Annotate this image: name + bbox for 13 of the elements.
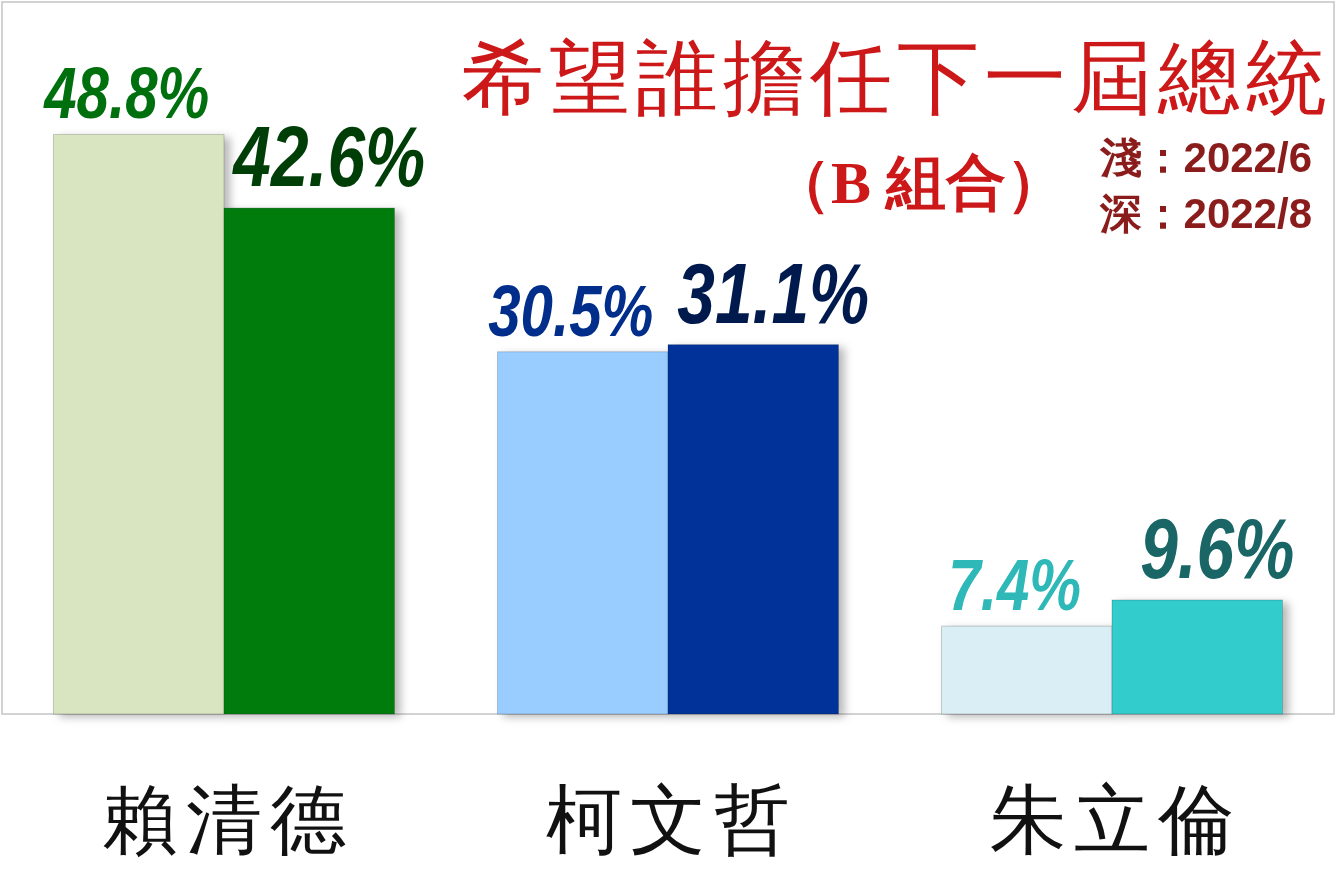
- subtitle: （B 組合）: [770, 150, 1066, 216]
- annotation: 淺：2022/6: [1099, 134, 1312, 181]
- x-tick-label: 柯文哲: [546, 778, 798, 862]
- data-label: 31.1%: [677, 245, 870, 341]
- data-label: 9.6%: [1140, 500, 1295, 596]
- title: 希望誰擔任下一屆總統: [462, 33, 1332, 124]
- annotation: 深：2022/8: [1099, 190, 1312, 237]
- data-label: 48.8%: [44, 52, 210, 134]
- data-label: 42.6%: [233, 108, 426, 204]
- data-label: 30.5%: [488, 269, 654, 352]
- data-label: 7.4%: [948, 543, 1082, 626]
- x-tick-label: 賴清德: [102, 778, 354, 862]
- x-tick-label: 朱立倫: [990, 778, 1242, 862]
